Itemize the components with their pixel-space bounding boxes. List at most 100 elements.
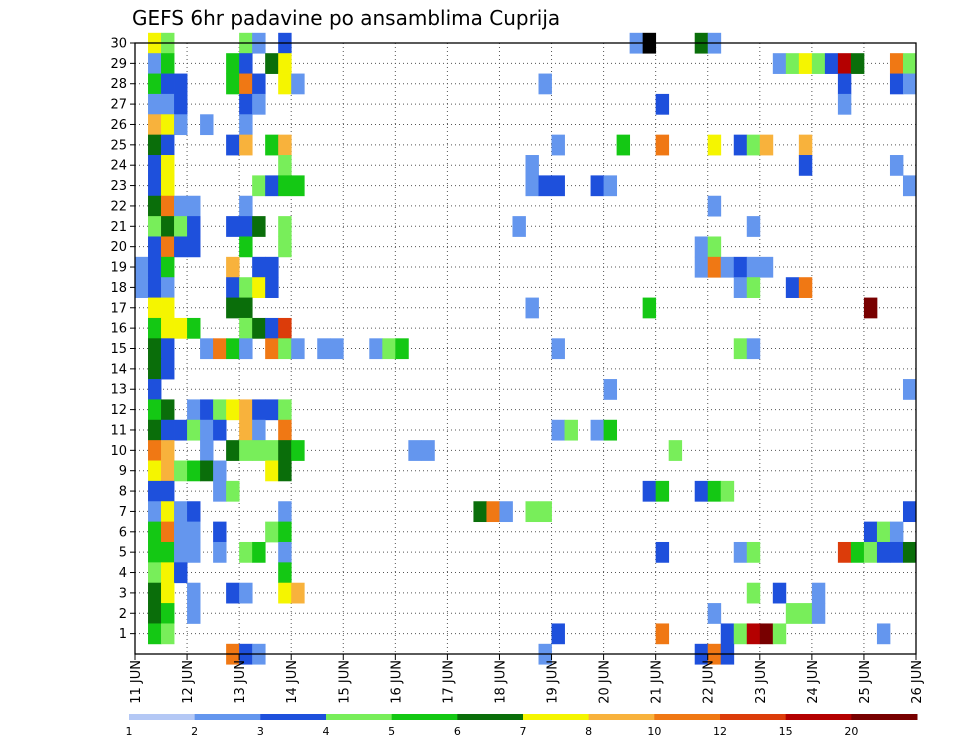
y-tick-label: 21	[110, 220, 127, 235]
heatmap-cell	[278, 521, 292, 543]
heatmap-cell	[213, 541, 227, 563]
heatmap-cell	[161, 195, 175, 217]
heatmap-cell	[824, 53, 839, 74]
heatmap-cell	[239, 440, 253, 461]
colorbar-label: 1	[126, 725, 133, 738]
x-tick-label: 17 JUN	[441, 660, 456, 704]
heatmap-cell	[239, 195, 253, 217]
heatmap-cell	[226, 399, 240, 421]
heatmap-cell	[278, 338, 292, 360]
heatmap-cell	[187, 501, 201, 523]
heatmap-cell	[174, 73, 188, 95]
colorbar-segment	[851, 714, 918, 720]
heatmap-cell	[226, 338, 240, 360]
colorbar-label: 7	[520, 725, 527, 738]
heatmap-cell	[733, 277, 748, 298]
heatmap-cell	[707, 195, 722, 217]
x-tick-label: 15 JUN	[337, 660, 352, 704]
y-tick-label: 6	[119, 525, 127, 540]
heatmap-cell	[161, 73, 175, 95]
heatmap-cell	[226, 73, 240, 95]
heatmap-cell	[161, 480, 175, 502]
heatmap-cell	[278, 440, 292, 461]
heatmap-cell	[837, 53, 852, 74]
heatmap-cell	[564, 419, 578, 441]
colorbar-label: 10	[647, 725, 661, 738]
heatmap-cell	[278, 175, 292, 197]
y-tick-label: 30	[110, 37, 127, 52]
heatmap-cell	[148, 603, 162, 624]
heatmap-cell	[538, 175, 552, 197]
heatmap-cell	[239, 93, 253, 115]
heatmap-cell	[239, 541, 253, 563]
heatmap-cell	[239, 277, 253, 298]
heatmap-cell	[655, 541, 670, 563]
heatmap-cell	[148, 93, 162, 115]
heatmap-cell	[837, 93, 852, 115]
heatmap-cell	[226, 53, 240, 74]
heatmap-cell	[148, 256, 162, 278]
heatmap-cell	[174, 521, 188, 543]
x-tick-label: 21 JUN	[650, 660, 665, 704]
heatmap-cell	[278, 582, 292, 604]
heatmap-cell	[213, 338, 227, 360]
heatmap-cell	[174, 93, 188, 115]
colorbar-segment	[326, 714, 393, 720]
x-tick-label: 24 JUN	[806, 660, 821, 704]
y-tick-label: 14	[110, 362, 127, 377]
x-tick-label: 13 JUN	[233, 660, 248, 704]
heatmap-cell	[408, 440, 422, 461]
heatmap-cell	[161, 236, 175, 258]
heatmap-cell	[902, 53, 917, 74]
heatmap-cell	[161, 175, 175, 197]
heatmap-cell	[876, 541, 891, 563]
heatmap-cell	[174, 216, 188, 237]
heatmap-cell	[551, 623, 565, 645]
heatmap-cell	[525, 175, 539, 197]
heatmap-cell	[278, 399, 292, 421]
heatmap-cell	[265, 175, 279, 197]
heatmap-cell	[707, 134, 722, 156]
heatmap-cell	[603, 419, 618, 441]
heatmap-cell	[148, 358, 162, 380]
heatmap-cell	[161, 562, 175, 584]
heatmap-cell	[239, 297, 253, 319]
heatmap-cell	[265, 440, 279, 461]
heatmap-cell	[707, 236, 722, 258]
heatmap-cell	[174, 114, 188, 136]
heatmap-cell	[278, 541, 292, 563]
heatmap-cell	[278, 460, 292, 482]
y-tick-label: 8	[119, 485, 127, 500]
heatmap-cell	[161, 521, 175, 543]
heatmap-cell	[551, 175, 565, 197]
colorbar-segment	[391, 714, 458, 720]
heatmap-cell	[265, 53, 279, 74]
heatmap-cell	[603, 175, 618, 197]
heatmap-cell	[772, 582, 787, 604]
heatmap-cell	[265, 134, 279, 156]
heatmap-cell	[278, 419, 292, 441]
heatmap-cell	[161, 358, 175, 380]
heatmap-cell	[148, 582, 162, 604]
heatmap-cell	[265, 460, 279, 482]
heatmap-cell	[889, 521, 904, 543]
heatmap-cell	[148, 562, 162, 584]
heatmap-cell	[161, 440, 175, 461]
heatmap-cell	[902, 379, 917, 400]
heatmap-cell	[525, 501, 539, 523]
y-tick-label: 3	[119, 586, 127, 601]
heatmap-cell	[265, 399, 279, 421]
heatmap-cell	[278, 155, 292, 176]
heatmap-cell	[278, 134, 292, 156]
heatmap-cell	[291, 582, 305, 604]
heatmap-cell	[161, 399, 175, 421]
heatmap-cell	[200, 419, 214, 441]
heatmap-cell	[772, 623, 787, 645]
heatmap-cell	[148, 317, 162, 339]
heatmap-cell	[213, 460, 227, 482]
heatmap-cell	[278, 317, 292, 339]
heatmap-cell	[811, 53, 826, 74]
heatmap-cell	[707, 256, 722, 278]
y-tick-label: 11	[110, 423, 127, 438]
heatmap-cell	[811, 582, 826, 604]
